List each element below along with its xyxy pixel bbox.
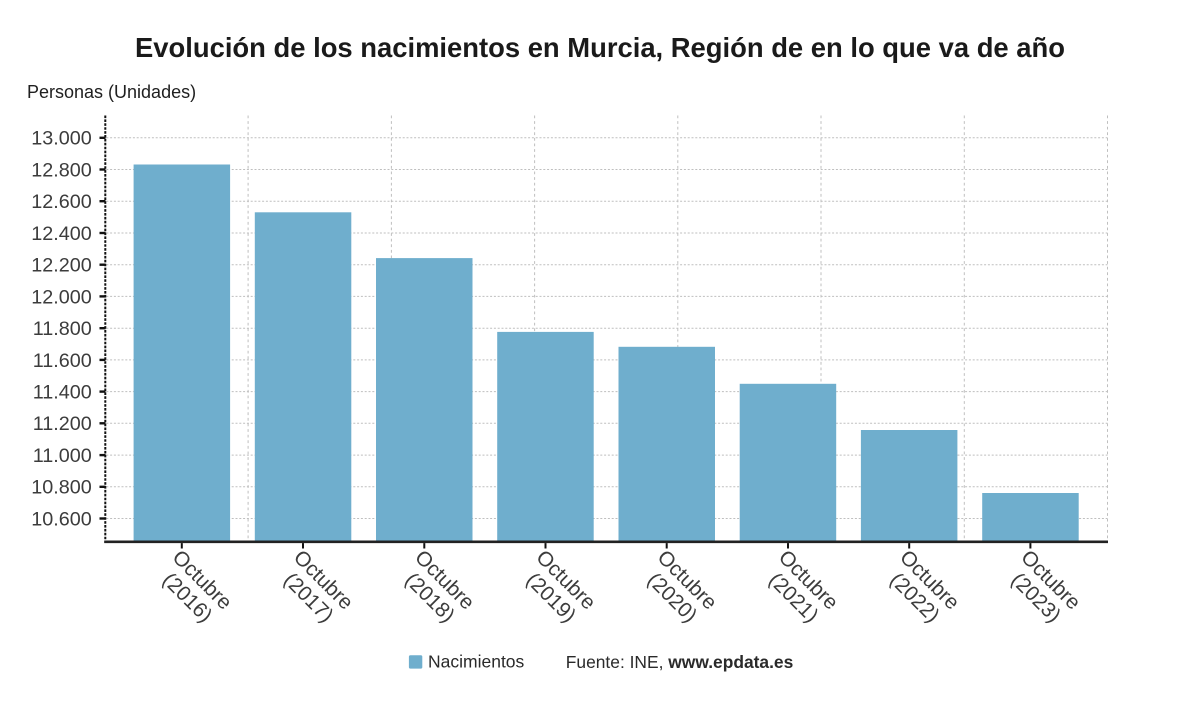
svg-text:12.200: 12.200	[31, 255, 92, 277]
svg-text:12.800: 12.800	[31, 159, 92, 181]
svg-text:10.800: 10.800	[31, 477, 92, 499]
svg-text:Fuente: INE, www.epdata.es: Fuente: INE, www.epdata.es	[566, 652, 793, 672]
svg-text:11.600: 11.600	[33, 350, 92, 372]
svg-text:Nacimientos: Nacimientos	[428, 652, 525, 672]
svg-text:12.600: 12.600	[31, 191, 92, 213]
svg-text:12.000: 12.000	[31, 286, 92, 308]
svg-text:13.000: 13.000	[31, 128, 92, 150]
svg-text:11.200: 11.200	[33, 413, 92, 435]
svg-text:12.400: 12.400	[31, 223, 92, 245]
svg-text:Personas (Unidades): Personas (Unidades)	[27, 82, 196, 102]
svg-text:Evolución de los nacimientos e: Evolución de los nacimientos en Murcia, …	[135, 32, 1065, 63]
svg-text:11.800: 11.800	[33, 318, 92, 340]
svg-text:10.600: 10.600	[31, 508, 92, 530]
svg-text:11.000: 11.000	[33, 445, 92, 467]
svg-text:11.400: 11.400	[33, 382, 92, 404]
